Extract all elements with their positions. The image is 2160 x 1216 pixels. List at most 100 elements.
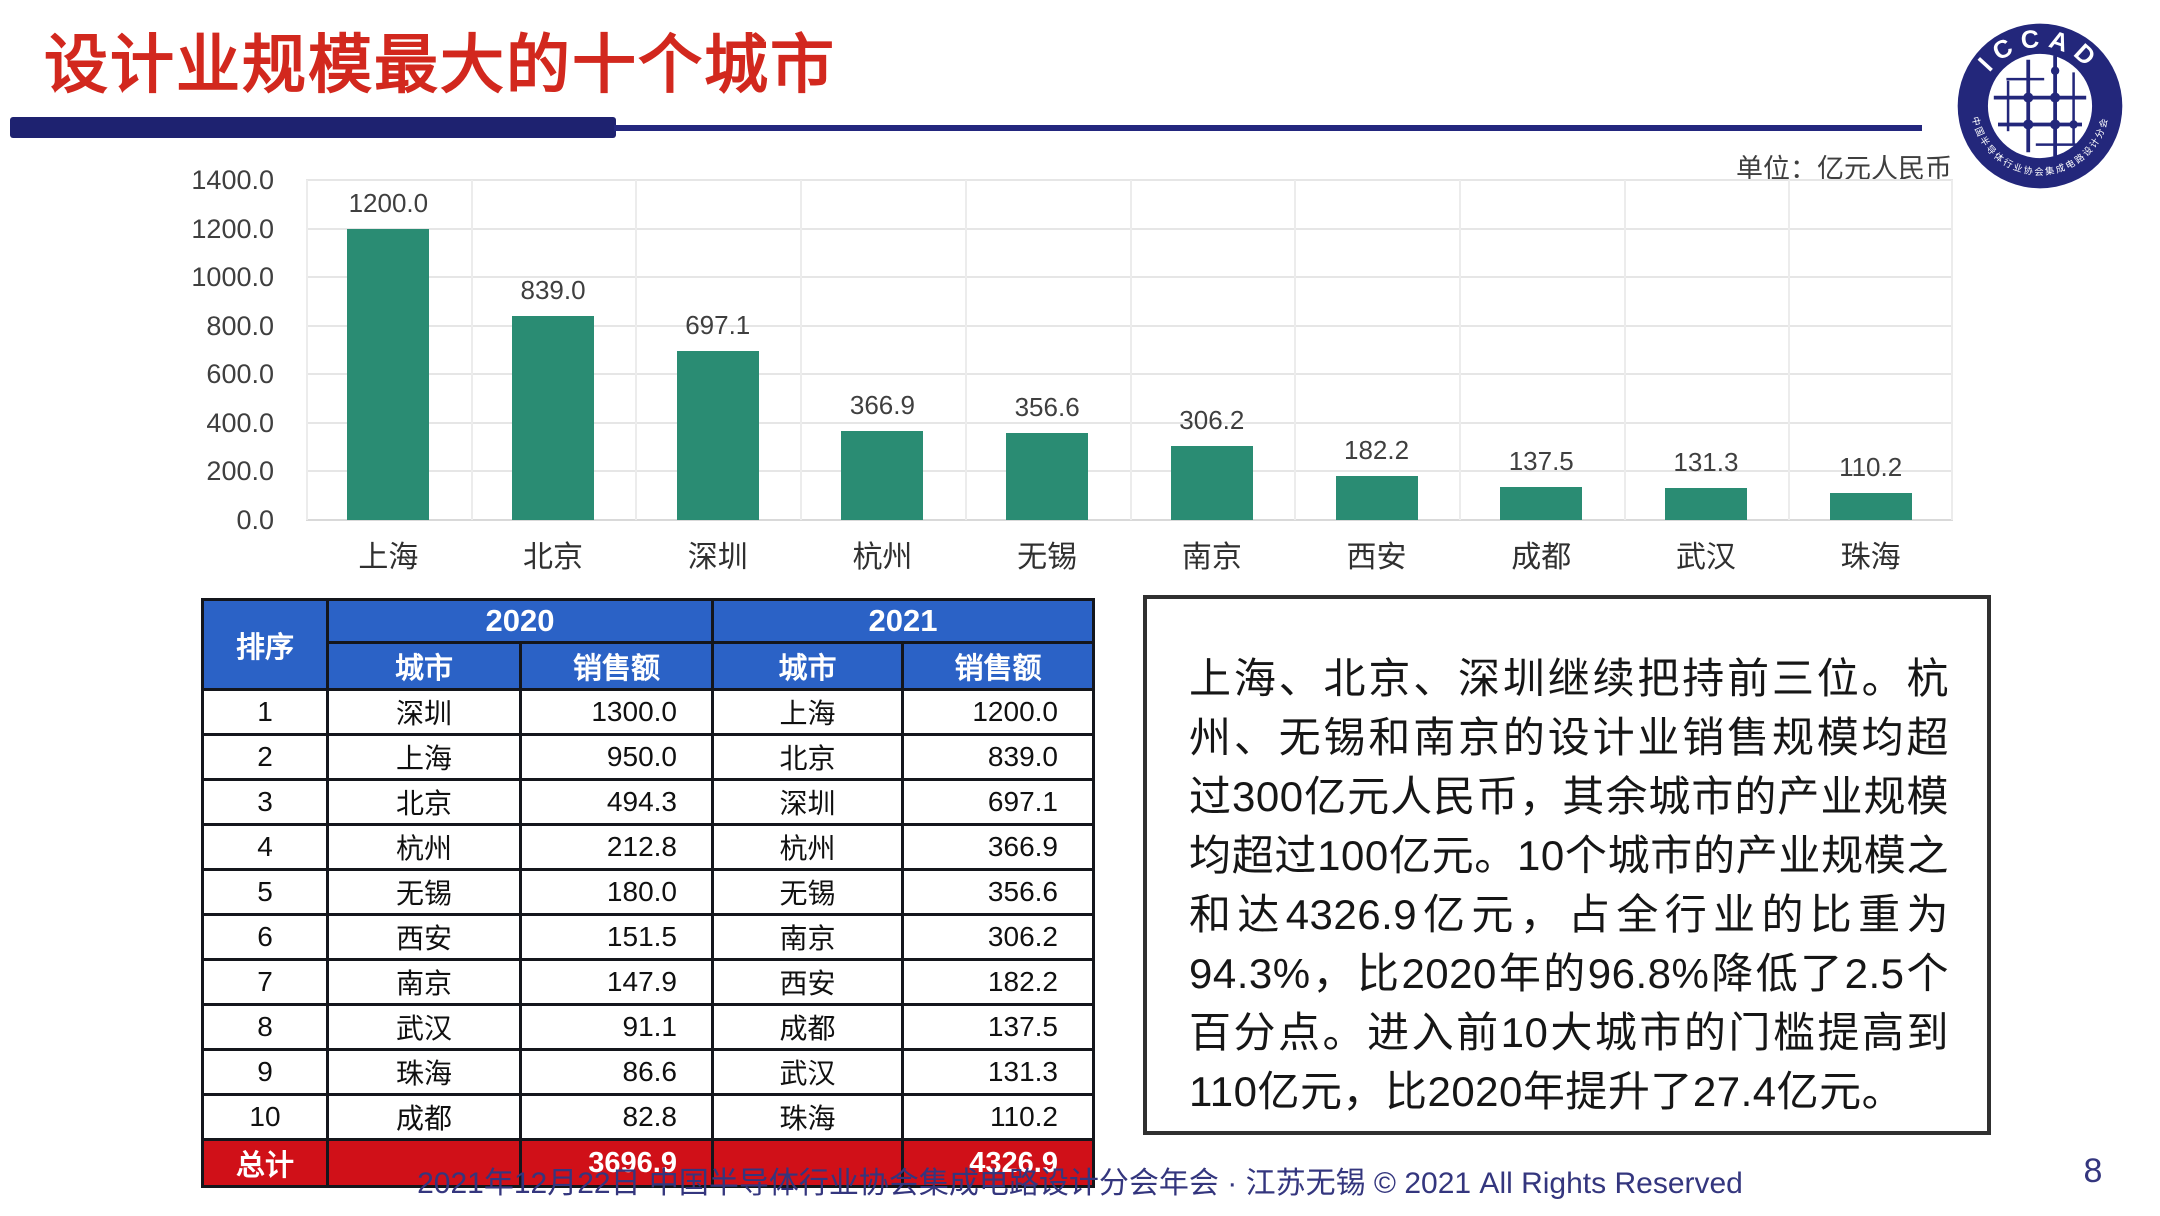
gridline-vertical bbox=[1458, 180, 1461, 520]
x-tick-label: 上海 bbox=[358, 541, 419, 574]
bar-value-label: 131.3 bbox=[1673, 447, 1739, 478]
city-2021-cell: 南京 bbox=[711, 913, 904, 961]
table-row: 2 上海 950.0 北京 839.0 bbox=[201, 733, 1095, 781]
table-row: 6 西安 151.5 南京 306.2 bbox=[201, 913, 1095, 961]
rank-cell: 7 bbox=[201, 958, 329, 1006]
x-tick-label: 深圳 bbox=[687, 541, 748, 574]
bar bbox=[841, 430, 924, 520]
footer-text: 2021年12月22日 中国半导体行业协会集成电路设计分会年会 · 江苏无锡 ©… bbox=[417, 1167, 1743, 1200]
city-2020-cell: 深圳 bbox=[326, 688, 522, 736]
table-row: 3 北京 494.3 深圳 697.1 bbox=[201, 778, 1095, 826]
x-tick-label: 西安 bbox=[1346, 541, 1407, 574]
sales-2020-cell: 212.8 bbox=[519, 823, 714, 871]
table-body: 1 深圳 1300.0 上海 1200.0 2 上海 950.0 北京 839.0 3 北京 494.3… bbox=[201, 688, 1095, 1141]
gridline-vertical bbox=[306, 180, 308, 520]
y-tick-label: 0.0 bbox=[236, 505, 274, 535]
city-2020-cell: 北京 bbox=[326, 778, 522, 826]
logo-circuit-grid bbox=[1993, 55, 2087, 157]
rank-cell: 2 bbox=[201, 733, 329, 781]
y-tick-label: 1200.0 bbox=[191, 213, 274, 244]
table-row: 7 南京 147.9 西安 182.2 bbox=[201, 958, 1095, 1006]
city-2020-cell: 无锡 bbox=[326, 868, 522, 916]
sales-2020-cell: 147.9 bbox=[519, 958, 714, 1006]
rank-cell: 10 bbox=[201, 1093, 329, 1141]
city-2021-cell: 杭州 bbox=[711, 823, 904, 871]
sales-2021-cell: 110.2 bbox=[901, 1093, 1095, 1141]
total-city-2021-empty bbox=[711, 1138, 904, 1188]
table-year-header-2021: 2021 bbox=[711, 598, 1095, 644]
bar-value-label: 356.6 bbox=[1014, 392, 1080, 423]
rank-cell: 1 bbox=[201, 688, 329, 736]
gridline-horizontal bbox=[306, 519, 1953, 521]
sales-2020-cell: 494.3 bbox=[519, 778, 714, 826]
city-2021-cell: 武汉 bbox=[711, 1048, 904, 1096]
gridline-vertical bbox=[1951, 180, 1953, 520]
y-tick-label: 1000.0 bbox=[191, 262, 274, 293]
city-2020-cell: 西安 bbox=[326, 913, 522, 961]
sales-2020-cell: 180.0 bbox=[519, 868, 714, 916]
bar bbox=[1500, 486, 1583, 520]
table-subheader-sales-2021: 销售额 bbox=[901, 641, 1095, 691]
page-number: 8 bbox=[2083, 1152, 2103, 1190]
bar-value-label: 366.9 bbox=[849, 389, 915, 420]
gridline-vertical bbox=[470, 180, 473, 520]
sales-2020-cell: 91.1 bbox=[519, 1003, 714, 1051]
y-tick-label: 200.0 bbox=[206, 456, 274, 487]
rank-cell: 3 bbox=[201, 778, 329, 826]
bar bbox=[347, 228, 430, 520]
y-tick-label: 600.0 bbox=[206, 359, 274, 390]
city-2020-cell: 上海 bbox=[326, 733, 522, 781]
gridline-vertical bbox=[1294, 180, 1297, 520]
bar-value-label: 697.1 bbox=[685, 309, 751, 340]
city-2020-cell: 珠海 bbox=[326, 1048, 522, 1096]
city-2020-cell: 武汉 bbox=[326, 1003, 522, 1051]
city-2020-cell: 杭州 bbox=[326, 823, 522, 871]
table-subheader-city-2021: 城市 bbox=[711, 641, 904, 691]
table-total-row: 总计 3696.9 4326.9 bbox=[201, 1138, 1095, 1188]
chart-x-axis-labels: 上海 北京 深圳 杭州 无锡 南京 西安 成都 武汉 珠海 bbox=[306, 538, 1953, 578]
bar bbox=[1335, 475, 1418, 520]
sales-2021-cell: 839.0 bbox=[901, 733, 1095, 781]
x-tick-label: 武汉 bbox=[1675, 541, 1736, 574]
commentary-box: 上海、北京、深圳继续把持前三位。杭州、无锡和南京的设计业销售规模均超过300亿元… bbox=[1143, 595, 1991, 1135]
sales-2020-cell: 82.8 bbox=[519, 1093, 714, 1141]
table-row: 9 珠海 86.6 武汉 131.3 bbox=[201, 1048, 1095, 1096]
commentary-text: 上海、北京、深圳继续把持前三位。杭州、无锡和南京的设计业销售规模均超过300亿元… bbox=[1189, 655, 1949, 1115]
sales-2020-cell: 151.5 bbox=[519, 913, 714, 961]
city-2021-cell: 西安 bbox=[711, 958, 904, 1006]
table-row: 4 杭州 212.8 杭州 366.9 bbox=[201, 823, 1095, 871]
ranking-table: 排序 2020 2021 城市 销售额 城市 销售额 1 深圳 1300.0 上海 12… bbox=[201, 598, 1095, 1188]
table-subheader-sales-2020: 销售额 bbox=[519, 641, 714, 691]
rank-cell: 5 bbox=[201, 868, 329, 916]
bar-value-label: 1200.0 bbox=[348, 187, 429, 218]
total-city-2020-empty bbox=[326, 1138, 522, 1188]
title-divider-thick bbox=[10, 117, 616, 138]
city-2021-cell: 深圳 bbox=[711, 778, 904, 826]
sales-2021-cell: 697.1 bbox=[901, 778, 1095, 826]
bar-value-label: 110.2 bbox=[1839, 452, 1903, 483]
sales-2021-cell: 356.6 bbox=[901, 868, 1095, 916]
city-2021-cell: 北京 bbox=[711, 733, 904, 781]
city-2021-cell: 无锡 bbox=[711, 868, 904, 916]
x-tick-label: 无锡 bbox=[1017, 541, 1078, 574]
city-2020-cell: 南京 bbox=[326, 958, 522, 1006]
total-label: 总计 bbox=[201, 1138, 329, 1188]
bar-value-label: 306.2 bbox=[1179, 404, 1245, 435]
page-title: 设计业规模最大的十个城市 bbox=[44, 29, 836, 101]
table-row: 5 无锡 180.0 无锡 356.6 bbox=[201, 868, 1095, 916]
x-tick-label: 北京 bbox=[523, 541, 584, 574]
table-row: 10 成都 82.8 珠海 110.2 bbox=[201, 1093, 1095, 1141]
rank-cell: 4 bbox=[201, 823, 329, 871]
iccad-logo-icon: ICCAD 中国半导体行业协会集成电路设计分会 bbox=[1957, 23, 2123, 189]
table-subheader-city-2020: 城市 bbox=[326, 641, 522, 691]
table-row: 1 深圳 1300.0 上海 1200.0 bbox=[201, 688, 1095, 736]
gridline-vertical bbox=[1129, 180, 1132, 520]
sales-2020-cell: 1300.0 bbox=[519, 688, 714, 736]
total-sales-2021: 4326.9 bbox=[901, 1138, 1095, 1188]
x-tick-label: 珠海 bbox=[1840, 541, 1901, 574]
gridline-vertical bbox=[964, 180, 967, 520]
y-tick-label: 400.0 bbox=[206, 407, 274, 438]
logo-circuit-dots bbox=[2023, 66, 2078, 130]
bar bbox=[512, 316, 595, 520]
